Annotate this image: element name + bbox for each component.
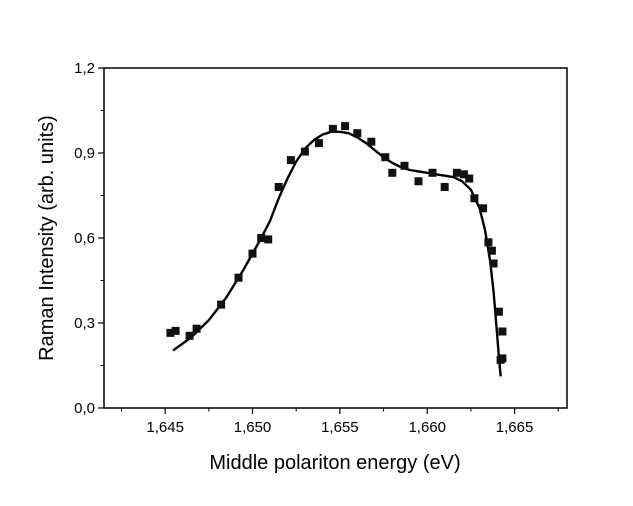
data-point <box>166 328 175 337</box>
data-point <box>470 194 479 203</box>
data-point <box>381 153 390 162</box>
data-point <box>328 124 337 133</box>
x-tick-label: 1,655 <box>321 419 359 436</box>
x-tick-label: 1,660 <box>408 419 446 436</box>
data-point <box>498 327 507 336</box>
data-point <box>264 235 273 244</box>
y-tick-label: 0,3 <box>74 315 95 332</box>
data-point <box>367 137 376 146</box>
data-point <box>487 246 496 255</box>
data-point <box>274 183 283 191</box>
data-point <box>479 204 488 213</box>
data-point <box>414 177 423 186</box>
x-axis-title: Middle polariton energy (eV) <box>209 452 460 474</box>
data-point <box>428 168 437 177</box>
data-point <box>248 249 257 258</box>
data-point <box>489 259 498 268</box>
y-tick-label: 0,0 <box>74 400 95 417</box>
data-point <box>494 307 503 316</box>
y-tick-label: 1,2 <box>74 60 95 77</box>
data-point <box>388 168 397 177</box>
data-point <box>257 234 266 242</box>
data-point <box>234 273 243 282</box>
fit-line <box>172 130 502 377</box>
data-point <box>185 331 194 340</box>
x-tick-label: 1,650 <box>234 419 272 436</box>
x-tick-label: 1,645 <box>146 419 184 436</box>
x-axis: 1,645 1,650 1,655 1,660 1,665 <box>120 408 559 436</box>
data-point <box>314 139 323 148</box>
y-tick-label: 0,6 <box>74 230 95 247</box>
y-tick-label: 0,9 <box>74 145 95 162</box>
data-point <box>496 355 505 364</box>
data-point <box>192 324 201 333</box>
x-tick-label: 1,665 <box>496 419 534 436</box>
data-point <box>286 156 295 165</box>
data-point <box>452 168 461 177</box>
data-point <box>300 147 309 156</box>
data-point <box>465 174 474 183</box>
data-point <box>484 238 493 247</box>
plot-area <box>166 122 507 377</box>
data-point <box>459 170 468 179</box>
data-point <box>353 129 362 138</box>
y-axis: 0,0 0,3 0,6 0,9 1,2 <box>74 60 104 417</box>
y-axis-title: Raman Intensity (arb. units) <box>36 115 58 361</box>
data-point <box>341 122 350 131</box>
data-point <box>440 183 449 191</box>
data-point <box>171 326 180 335</box>
data-point <box>217 300 226 309</box>
data-point <box>400 161 409 170</box>
